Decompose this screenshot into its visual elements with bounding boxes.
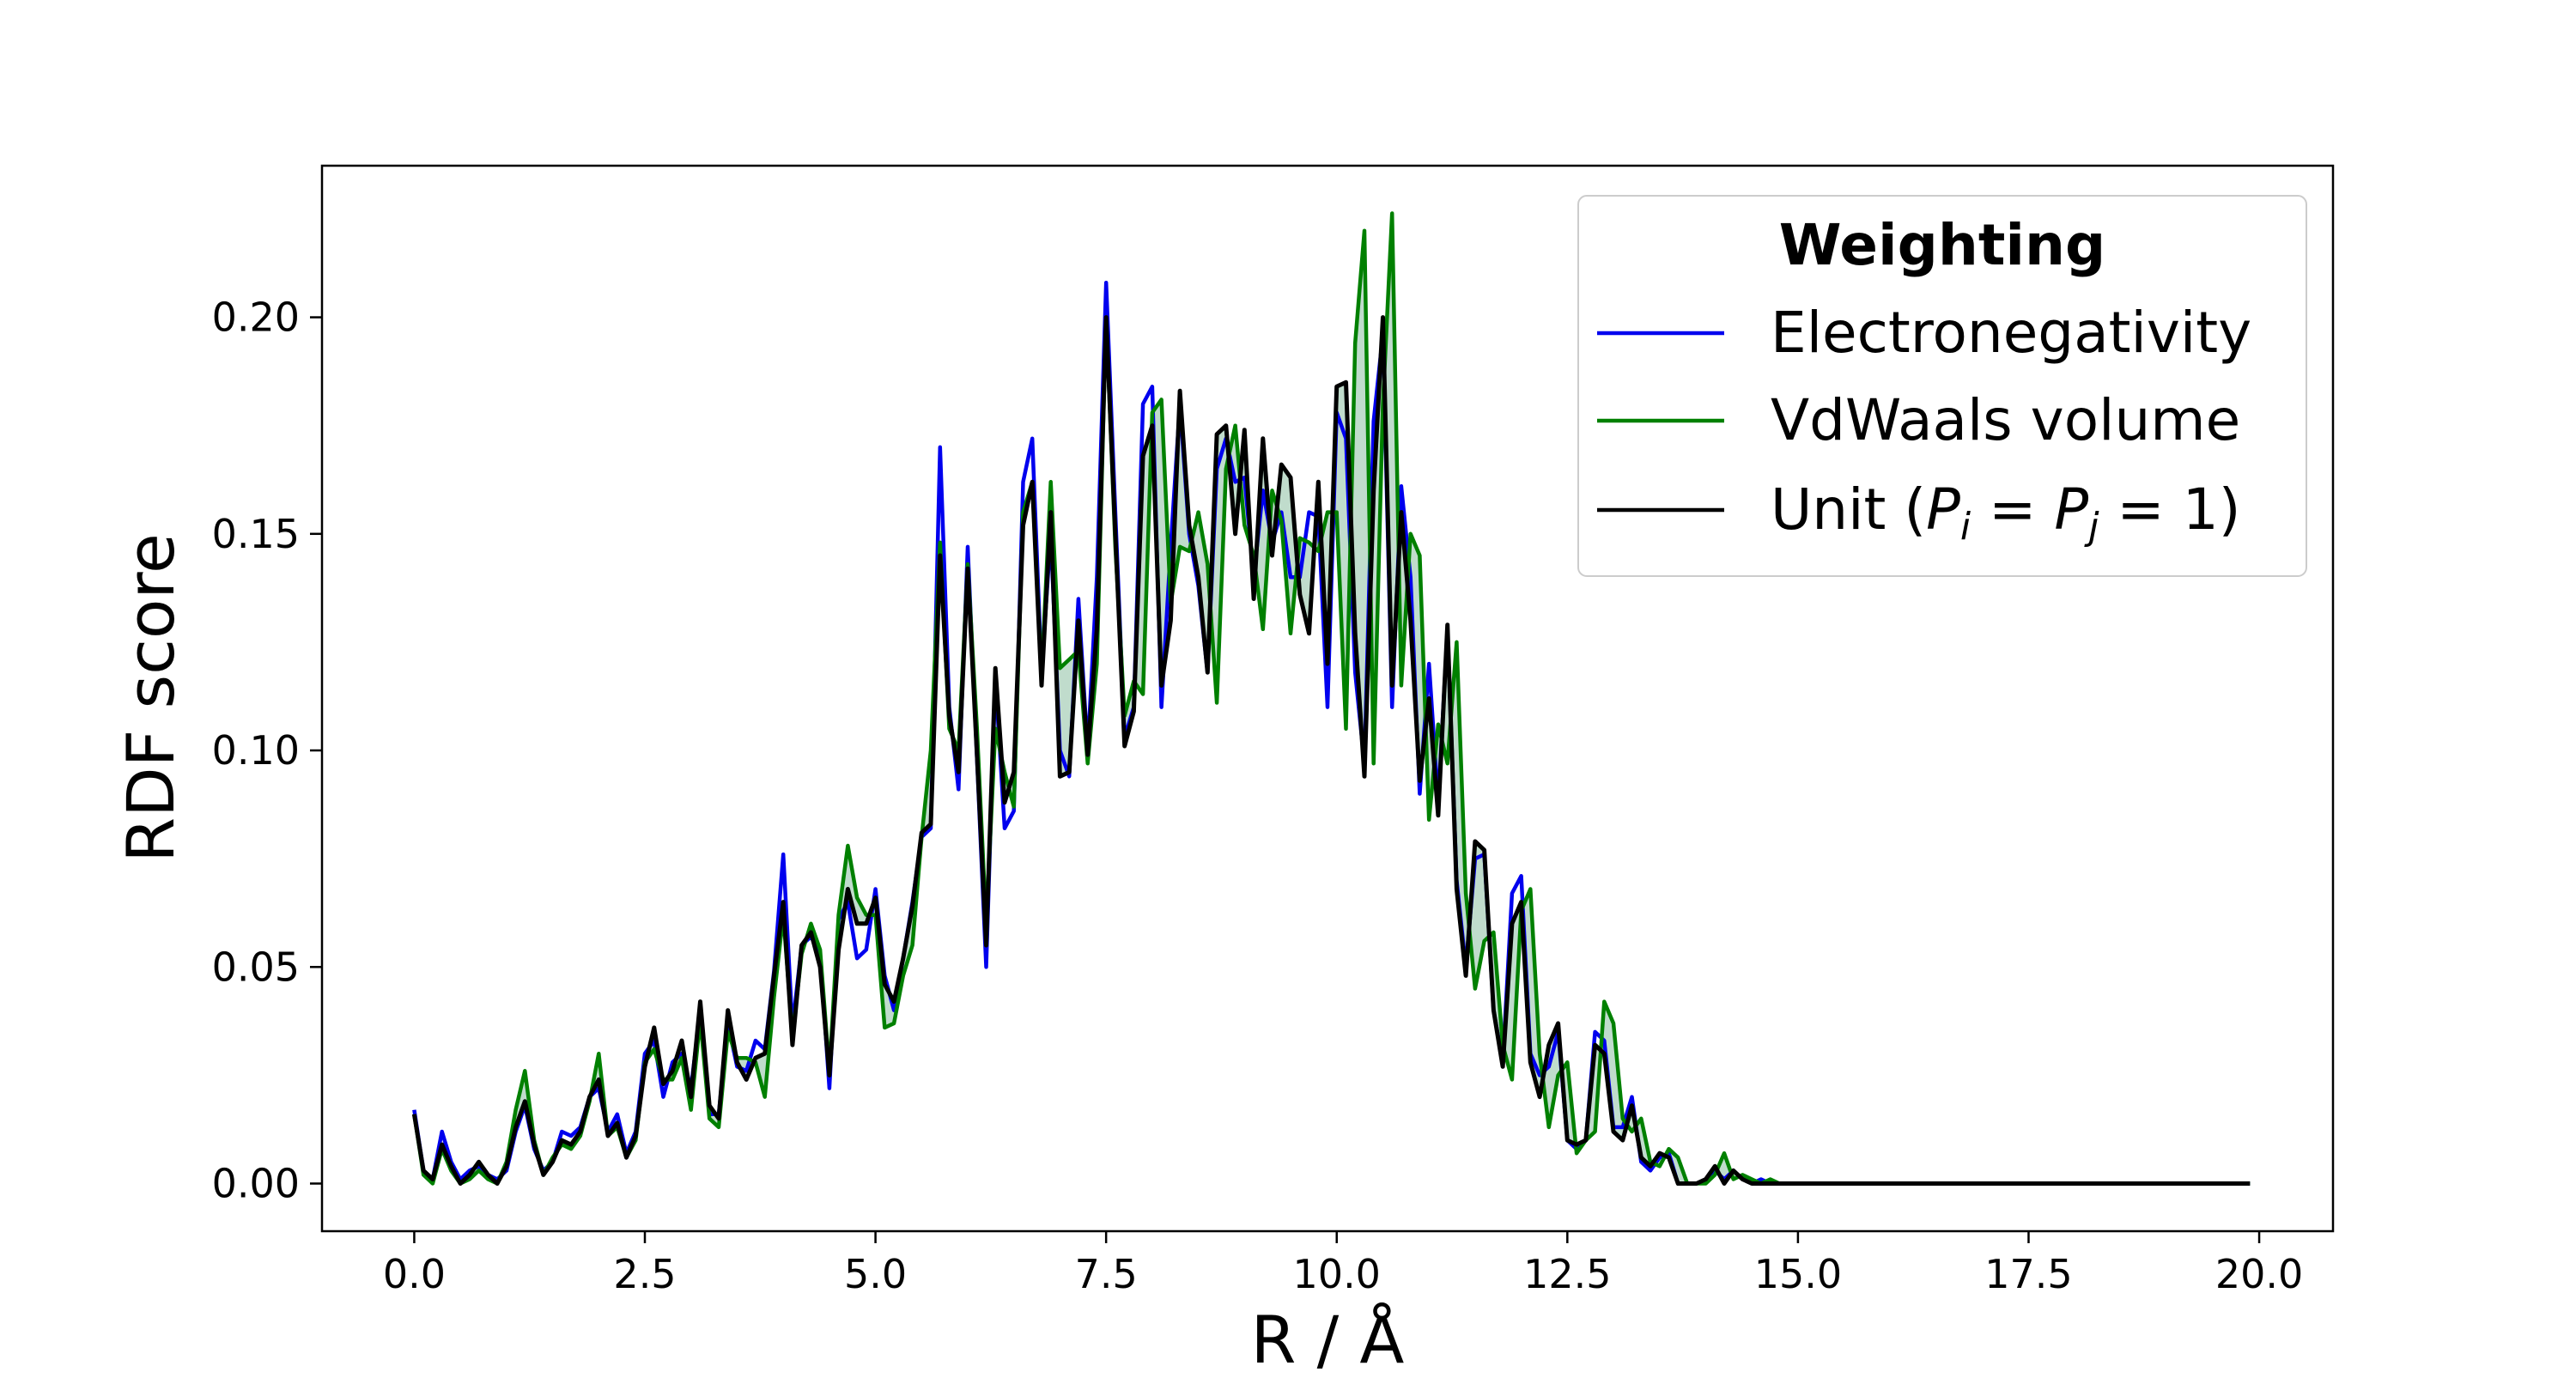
x-tick-label: 0.0 [383, 1251, 446, 1297]
y-tick-label: 0.05 [212, 944, 300, 990]
x-tick-label: 5.0 [844, 1251, 907, 1297]
x-tick-label: 15.0 [1754, 1251, 1842, 1297]
y-tick-label: 0.20 [212, 294, 300, 341]
x-tick-label: 7.5 [1075, 1251, 1138, 1297]
legend-label-electronegativity: Electronegativity [1771, 300, 2251, 366]
y-tick-label: 0.15 [212, 511, 300, 557]
plot-area-frame [320, 164, 2335, 1233]
y-axis-ticks: 0.00 0.05 0.10 0.15 0.20 [212, 294, 322, 1207]
legend: Weighting Electronegativity VdWaals volu… [1577, 195, 2307, 577]
x-axis-title: R / Å [1251, 1302, 1405, 1374]
legend-box [1577, 195, 2307, 577]
y-axis-title: RDF score [112, 533, 189, 862]
x-tick-label: 12.5 [1523, 1251, 1611, 1297]
x-tick-label: 10.0 [1293, 1251, 1381, 1297]
legend-label-unit-suffix: ) [2219, 477, 2241, 543]
legend-label-unit-math: Pi = Pj = 1 [1926, 477, 2219, 549]
legend-label-unit-prefix: Unit ( [1771, 477, 1926, 543]
x-tick-label: 2.5 [613, 1251, 676, 1297]
series-layer [411, 211, 2251, 1186]
y-tick-label: 0.00 [212, 1161, 300, 1207]
legend-label-vdwaals-volume: VdWaals volume [1771, 387, 2240, 453]
legend-label-unit: Unit (Pi = Pj = 1) [1771, 477, 2240, 549]
x-axis-ticks: 0.0 2.5 5.0 7.5 10.0 12.5 15.0 17.5 20.0 [383, 1231, 2303, 1297]
x-tick-label: 17.5 [1984, 1251, 2072, 1297]
series-line-unit [411, 315, 2251, 1186]
x-tick-label: 20.0 [2215, 1251, 2303, 1297]
legend-title: Weighting [1779, 212, 2105, 278]
y-tick-label: 0.10 [212, 727, 300, 774]
